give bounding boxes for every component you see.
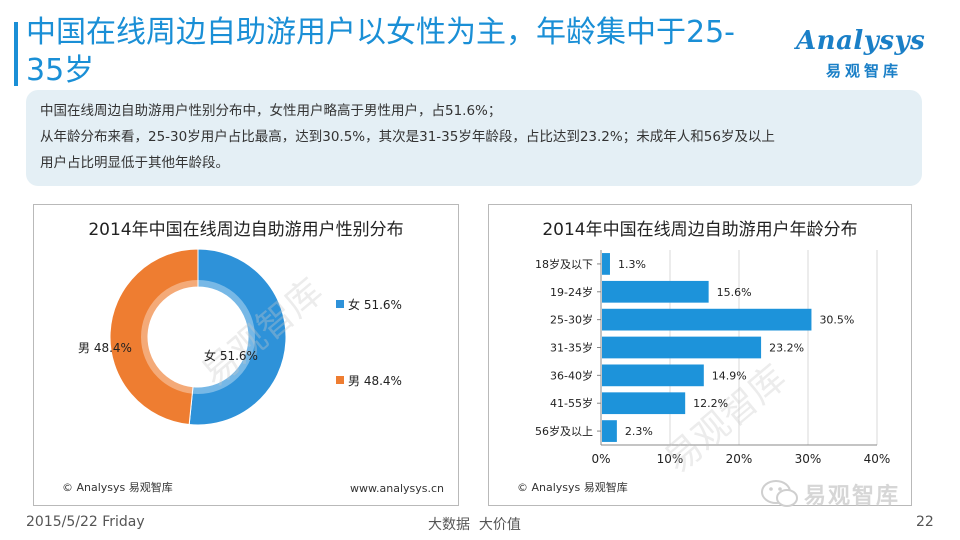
wechat-icon [761,480,798,507]
summary-line-3: 用户占比明显低于其他年龄段。 [40,155,229,171]
donut-inner-ring [141,280,255,394]
age-chart-panel: 2014年中国在线周边自助游用户年龄分布 0% 10% 20% 30% 40% 易观智库 1… [488,204,912,506]
bar-value-label: 23.2% [769,342,804,355]
bar-value-label: 14.9% [712,369,747,382]
y-category-label: 19-24岁 [550,285,593,299]
bar-value-label: 12.2% [693,397,728,410]
y-category-label: 56岁及以上 [535,424,593,438]
summary-line-2: 从年龄分布来看，25-30岁用户占比最高，达到30.5%，其次是31-35岁年龄… [40,129,775,145]
wechat-text: 易观智库 [804,484,901,509]
donut-label-female: 女 51.6% [204,348,258,363]
source-note: © Analysys 易观智库 [62,481,173,494]
title-accent-bar [14,22,18,86]
page-title: 中国在线周边自助游用户以女性为主，年龄集中于25-35岁 [26,15,735,88]
donut-slice-male [109,248,199,426]
legend-swatch-female [336,300,344,308]
source-url: www.analysys.cn [350,482,444,495]
legend-swatch-male [336,376,344,384]
legend-label-female: 女 51.6% [348,297,402,312]
x-tick-label: 10% [657,452,684,466]
footer-date: 2015/5/22 Friday [26,514,145,530]
y-category-label: 41-55岁 [550,396,593,410]
y-category-label: 18岁及以下 [535,257,593,271]
age-chart-title: 2014年中国在线周边自助游用户年龄分布 [542,220,858,240]
y-category-label: 36-40岁 [550,368,593,382]
bar-1 [602,280,709,303]
bar-2 [602,308,812,331]
bar-3 [602,336,762,359]
bar-value-label: 1.3% [618,258,646,271]
wechat-watermark: 易观智库 [760,478,940,509]
analysys-logo: Analysys 易观智库 [792,26,940,86]
gender-chart-panel: 2014年中国在线周边自助游用户性别分布 易观智库女 51.6% 男 48.4% 女… [33,204,459,506]
bar-6 [602,420,617,442]
donut-slice-female [188,248,287,426]
logo-word: Analysys [796,26,926,56]
legend-label-male: 男 48.4% [348,374,402,388]
y-category-label: 31-35岁 [550,341,593,355]
footer-slogan: 大数据 大价值 [428,517,521,533]
bar-5 [602,392,686,415]
bar-4 [602,364,704,387]
source-note-right: © Analysys 易观智库 [517,481,628,494]
x-tick-label: 0% [591,452,610,466]
x-tick-label: 20% [726,452,753,466]
y-category-label: 25-30岁 [550,313,593,327]
x-tick-label: 30% [795,452,822,466]
logo-subtitle: 易观智库 [826,62,903,80]
summary-box: 中国在线周边自助游用户性别分布中，女性用户略高于男性用户，占51.6%； 从年龄… [26,90,922,186]
bar-value-label: 15.6% [717,286,752,299]
bar-0 [602,253,610,275]
bar-value-label: 30.5% [819,314,854,327]
page-number: 22 [916,514,934,530]
bar-value-label: 2.3% [625,425,653,438]
gender-chart-title: 2014年中国在线周边自助游用户性别分布 [88,220,404,240]
donut-label-male: 男 48.4% [78,341,132,355]
x-tick-label: 40% [864,452,891,466]
summary-line-1: 中国在线周边自助游用户性别分布中，女性用户略高于男性用户，占51.6%； [40,103,502,119]
